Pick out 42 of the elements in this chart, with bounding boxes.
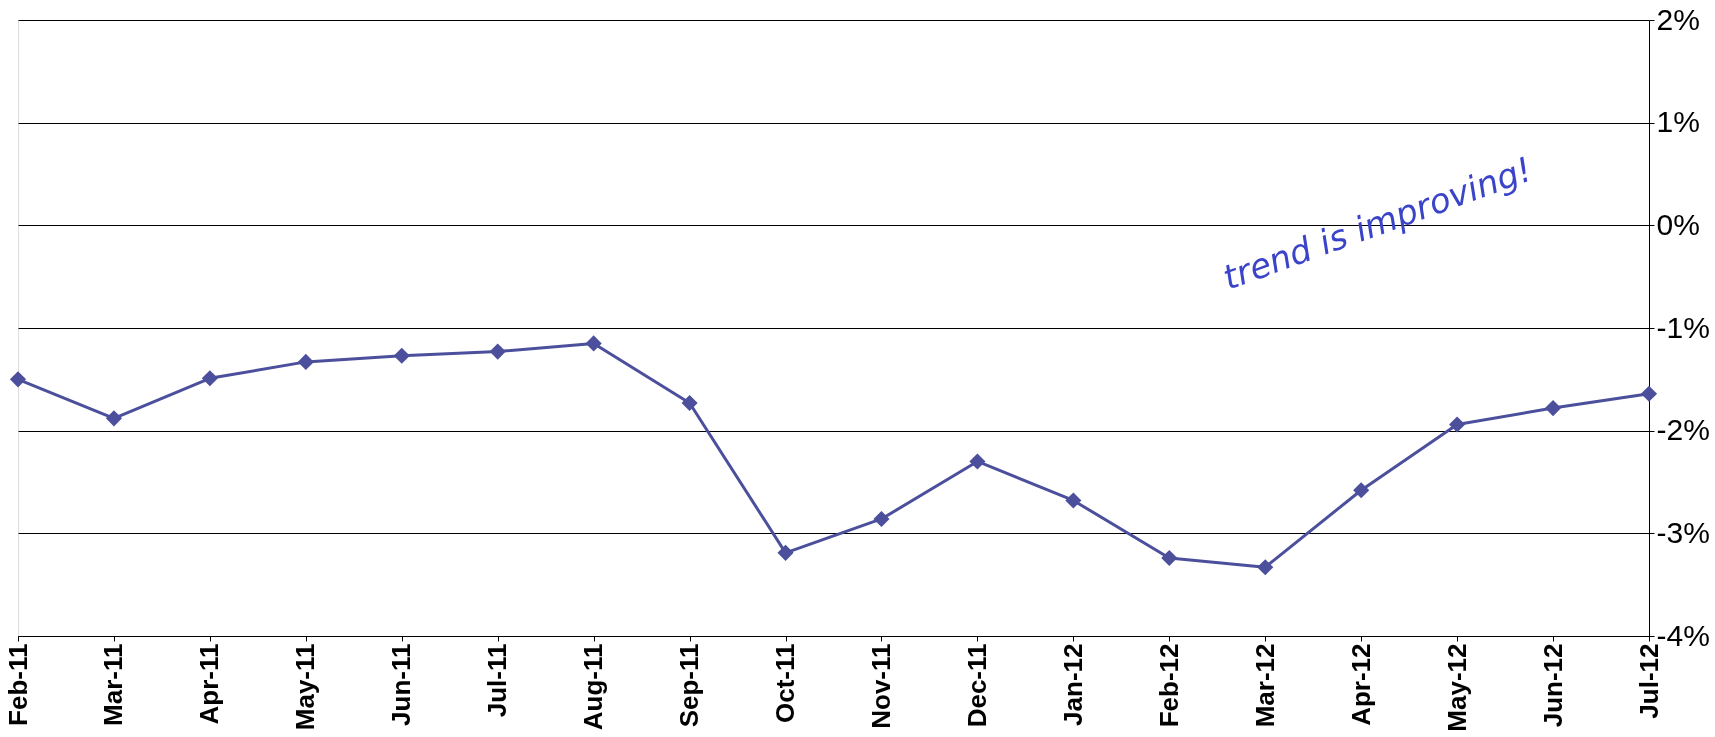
point [1640,385,1658,402]
point [1257,559,1274,576]
point [9,371,27,388]
point [969,453,986,470]
point [777,544,794,561]
x-tick-label: May-12 [1441,643,1472,732]
x-tick-label: Aug-11 [578,643,609,731]
x-tick-label: Apr-11 [194,643,225,725]
x-tick-label: Nov-11 [865,643,896,729]
x-tick-label: Sep-11 [674,643,705,728]
x-tick-label: Dec-11 [961,643,992,728]
point [1449,416,1466,433]
point [489,343,506,360]
point [393,347,410,364]
y-tick-label: 0% [1656,207,1700,241]
x-tick-label: Jan-12 [1057,643,1088,726]
point [105,410,122,427]
y-tick-label: -1% [1656,310,1710,344]
x-tick-label: Apr-12 [1345,643,1376,726]
point [1353,482,1370,499]
point [1065,492,1082,509]
y-tick-label: 2% [1656,2,1700,36]
point [1161,549,1178,567]
point [201,370,218,387]
y-tick-label: -2% [1656,413,1710,447]
point [1545,400,1562,417]
x-tick-label: Jul-11 [482,643,513,718]
x-tick-label: Jul-12 [1633,643,1664,719]
x-tick-label: May-11 [290,643,321,731]
x-tick-label: Oct-11 [770,643,801,723]
y-tick-label: -3% [1656,515,1710,549]
x-tick-label: Mar-12 [1249,643,1280,728]
y-tick-label: 1% [1656,105,1700,139]
x-tick-label: Mar-11 [98,643,129,726]
point [681,394,698,412]
x-tick-label: Jun-11 [386,643,417,726]
point [873,510,890,528]
point [585,335,602,352]
x-tick-label: Jun-12 [1537,643,1568,728]
x-tick-label: Feb-12 [1153,643,1184,728]
point [297,353,314,370]
x-tick-label: Feb-11 [2,643,33,726]
